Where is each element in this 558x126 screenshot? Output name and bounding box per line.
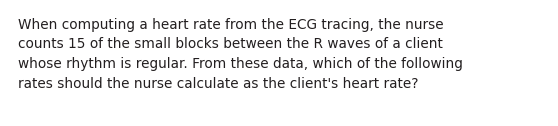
Text: When computing a heart rate from the ECG tracing, the nurse
counts 15 of the sma: When computing a heart rate from the ECG…	[18, 18, 463, 90]
